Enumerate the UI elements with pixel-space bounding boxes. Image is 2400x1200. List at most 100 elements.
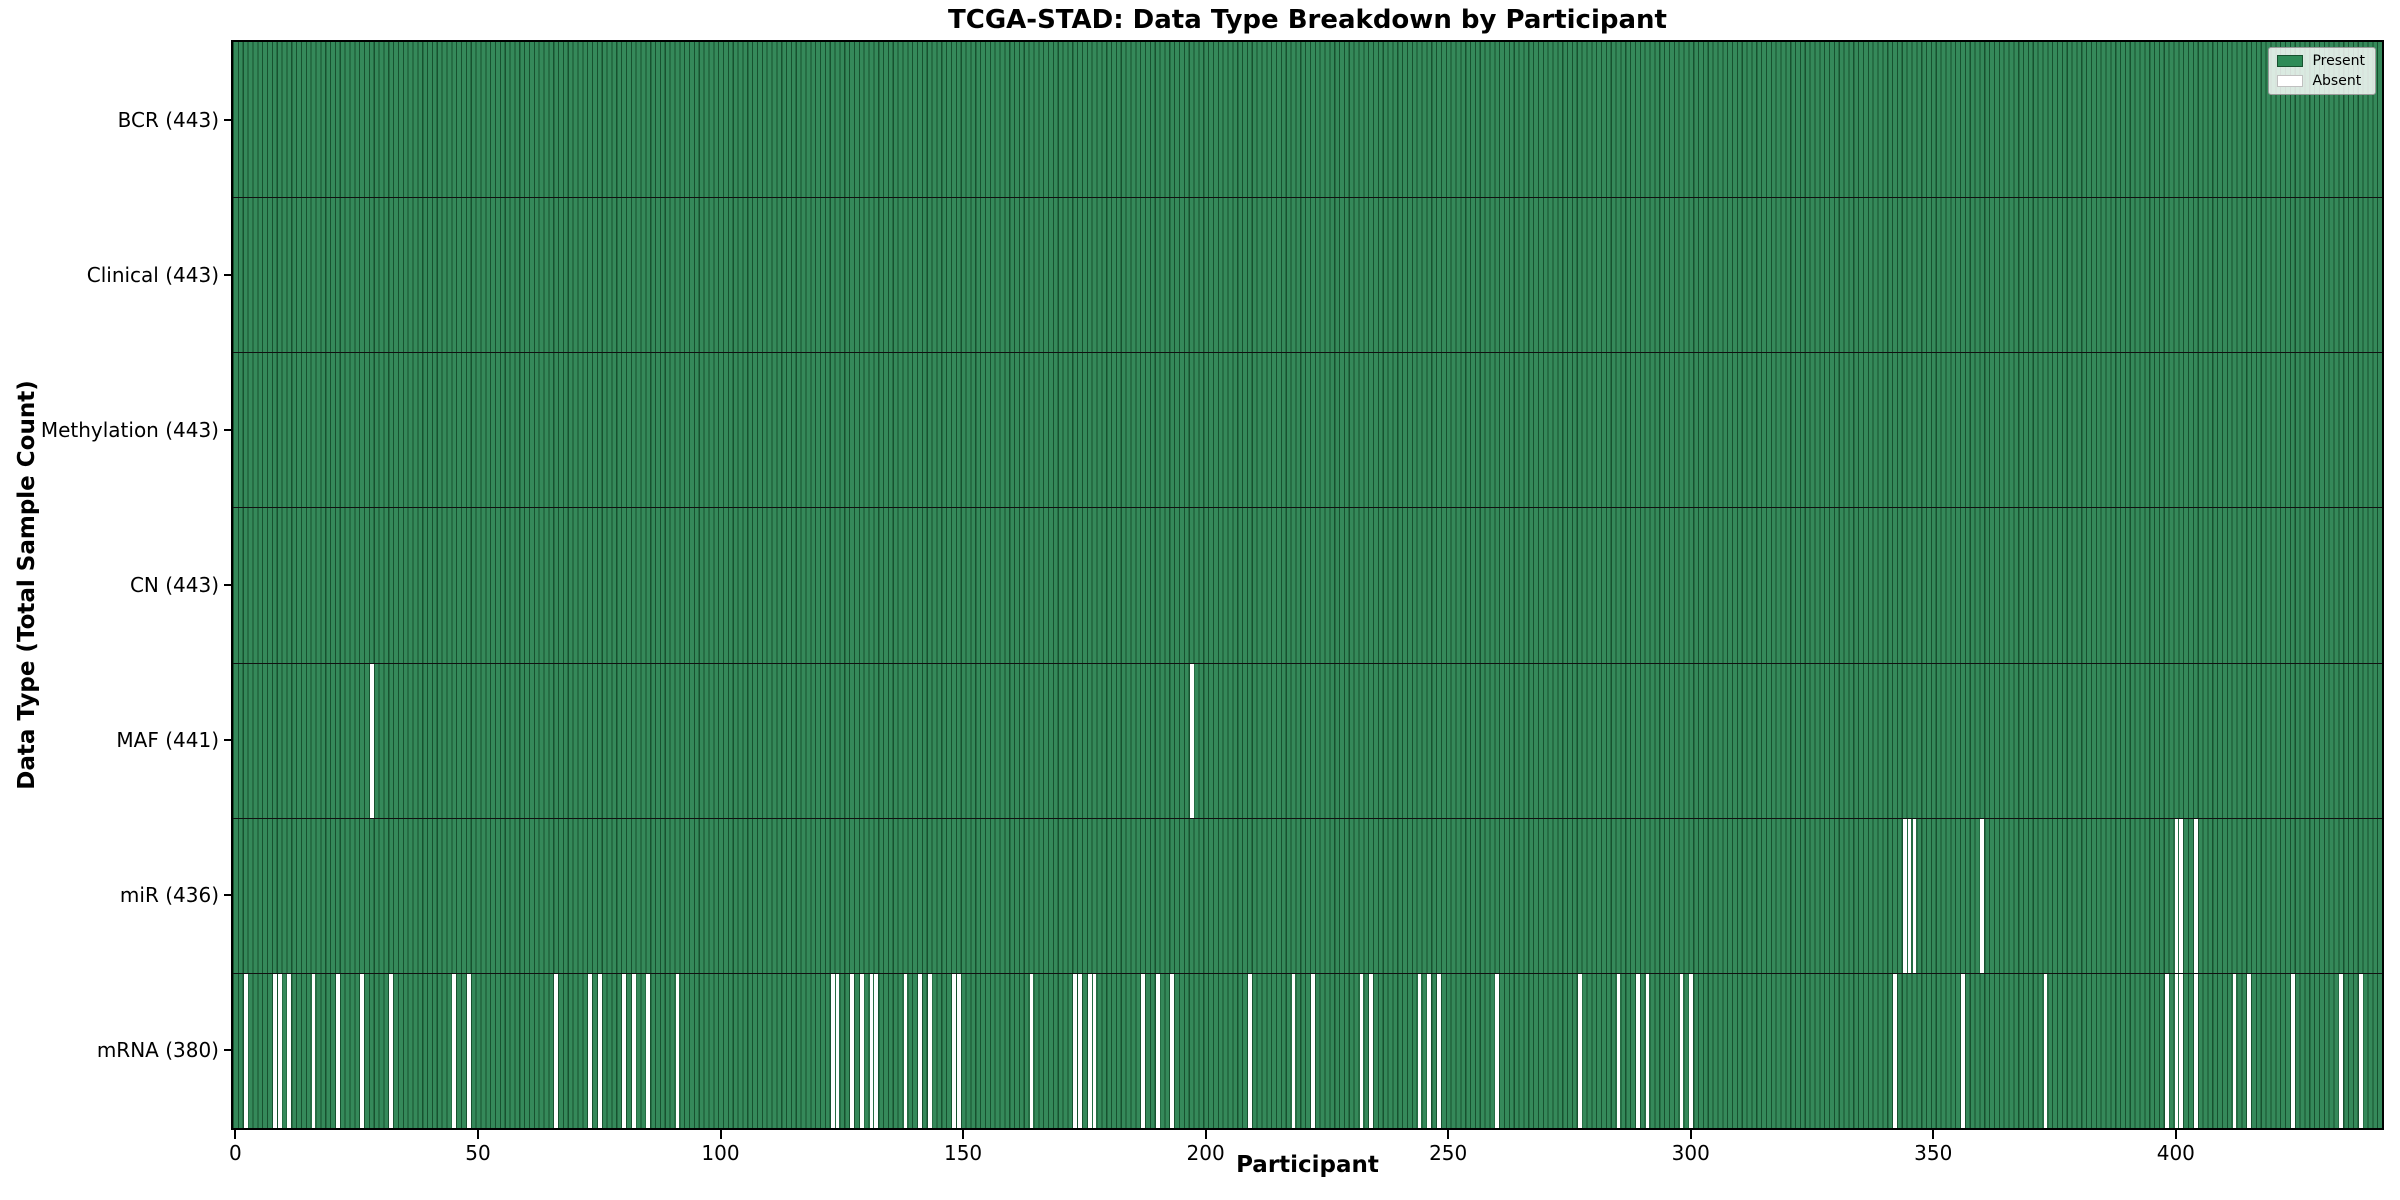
absent-bar — [2290, 973, 2295, 1128]
y-tick-mark — [224, 118, 233, 121]
absent-bar — [1577, 973, 1582, 1128]
x-tick-mark — [1204, 1130, 1207, 1139]
y-tick-label-Clinical: Clinical (443) — [86, 262, 219, 287]
absent-bar — [335, 973, 340, 1128]
absent-bar — [1029, 973, 1034, 1128]
absent-bar — [1912, 818, 1917, 973]
legend-label-absent: Absent — [2312, 73, 2362, 89]
absent-bar — [554, 973, 559, 1128]
absent-bar — [389, 973, 394, 1128]
absent-bar — [1902, 818, 1907, 973]
absent-bar — [466, 973, 471, 1128]
y-tick-mark — [224, 1049, 233, 1052]
x-tick-mark — [2174, 1130, 2177, 1139]
absent-bar — [1189, 663, 1194, 818]
absent-bar — [1170, 973, 1175, 1128]
x-tick-label-0: 0 — [229, 1141, 242, 1165]
y-tick-mark — [224, 894, 233, 897]
absent-bar — [1073, 973, 1078, 1128]
absent-bar — [1893, 973, 1897, 1128]
data-row-MAF — [233, 662, 2382, 818]
x-tick-label-250: 250 — [1429, 1141, 1468, 1165]
x-tick-mark — [1447, 1130, 1450, 1139]
absent-bar — [1155, 973, 1160, 1128]
x-tick-label-50: 50 — [465, 1141, 491, 1165]
absent-bar — [1495, 973, 1500, 1128]
absent-bar — [2174, 973, 2179, 1128]
absent-bar — [2232, 973, 2237, 1128]
absent-bar — [1645, 973, 1650, 1128]
y-tick-label-BCR: BCR (443) — [117, 107, 219, 132]
absent-bar — [622, 973, 626, 1128]
absent-bar — [2179, 818, 2184, 973]
x-tick-label-400: 400 — [2156, 1141, 2195, 1165]
y-tick-mark — [224, 273, 233, 276]
absent-swatch-icon — [2277, 75, 2304, 87]
absent-bar — [1417, 973, 1422, 1128]
absent-bar — [2164, 973, 2169, 1128]
absent-bar — [1427, 973, 1432, 1128]
x-tick-mark — [234, 1130, 237, 1139]
absent-bar — [1980, 818, 1985, 973]
y-tick-mark — [224, 584, 233, 586]
plot-area: Present Absent — [231, 40, 2384, 1130]
absent-bar — [1247, 973, 1252, 1128]
absent-bar — [2179, 973, 2184, 1128]
chart-title: TCGA-STAD: Data Type Breakdown by Partic… — [948, 5, 1667, 35]
data-row-CN — [233, 507, 2382, 663]
legend-label-present: Present — [2312, 53, 2365, 69]
absent-bar — [1291, 973, 1296, 1128]
y-axis-label: Data Type (Total Sample Count) — [14, 380, 40, 790]
absent-bar — [2339, 973, 2344, 1128]
absent-bar — [903, 973, 908, 1128]
x-axis-label: Participant — [1236, 1152, 1379, 1178]
x-tick-mark — [1932, 1130, 1935, 1139]
absent-bar — [1141, 973, 1145, 1128]
y-tick-label-Methylation: Methylation (443) — [40, 417, 219, 442]
absent-bar — [1616, 973, 1621, 1128]
legend: Present Absent — [2268, 47, 2376, 95]
absent-bar — [287, 973, 292, 1128]
absent-bar — [859, 973, 864, 1128]
data-row-miR — [233, 817, 2382, 973]
y-tick-label-miR: miR (436) — [119, 883, 219, 908]
absent-bar — [927, 973, 932, 1128]
absent-bar — [597, 973, 602, 1128]
absent-bar — [360, 973, 364, 1128]
absent-bar — [2174, 818, 2179, 973]
x-tick-label-300: 300 — [1671, 1141, 1710, 1165]
y-tick-label-mRNA: mRNA (380) — [96, 1038, 219, 1063]
absent-bar — [588, 973, 592, 1128]
absent-bar — [646, 973, 651, 1128]
absent-bar — [2193, 973, 2198, 1128]
absent-bar — [1679, 973, 1684, 1128]
data-row-Methylation — [233, 352, 2382, 508]
y-tick-mark — [224, 739, 233, 742]
x-tick-label-100: 100 — [701, 1141, 740, 1165]
data-row-BCR — [233, 42, 2382, 198]
absent-bar — [1961, 973, 1965, 1128]
x-tick-mark — [476, 1130, 479, 1139]
absent-bar — [1311, 973, 1315, 1128]
y-tick-mark — [224, 428, 233, 431]
x-tick-mark — [962, 1130, 965, 1139]
absent-bar — [1689, 973, 1694, 1128]
absent-bar — [243, 973, 248, 1128]
absent-bar — [675, 973, 680, 1128]
legend-entry-absent: Absent — [2277, 73, 2365, 89]
absent-bar — [1087, 973, 1092, 1128]
absent-bar — [869, 973, 874, 1128]
x-tick-label-200: 200 — [1186, 1141, 1225, 1165]
absent-bar — [830, 973, 835, 1128]
data-row-mRNA — [233, 972, 2382, 1128]
y-tick-label-CN: CN (443) — [129, 573, 219, 597]
absent-bar — [311, 973, 316, 1128]
absent-bar — [956, 973, 961, 1128]
legend-entry-present: Present — [2277, 53, 2365, 69]
y-tick-label-MAF: MAF (441) — [116, 728, 219, 753]
absent-bar — [952, 973, 956, 1128]
absent-bar — [1369, 973, 1373, 1128]
absent-bar — [850, 973, 854, 1128]
absent-bar — [2247, 973, 2252, 1128]
x-tick-label-350: 350 — [1914, 1141, 1953, 1165]
